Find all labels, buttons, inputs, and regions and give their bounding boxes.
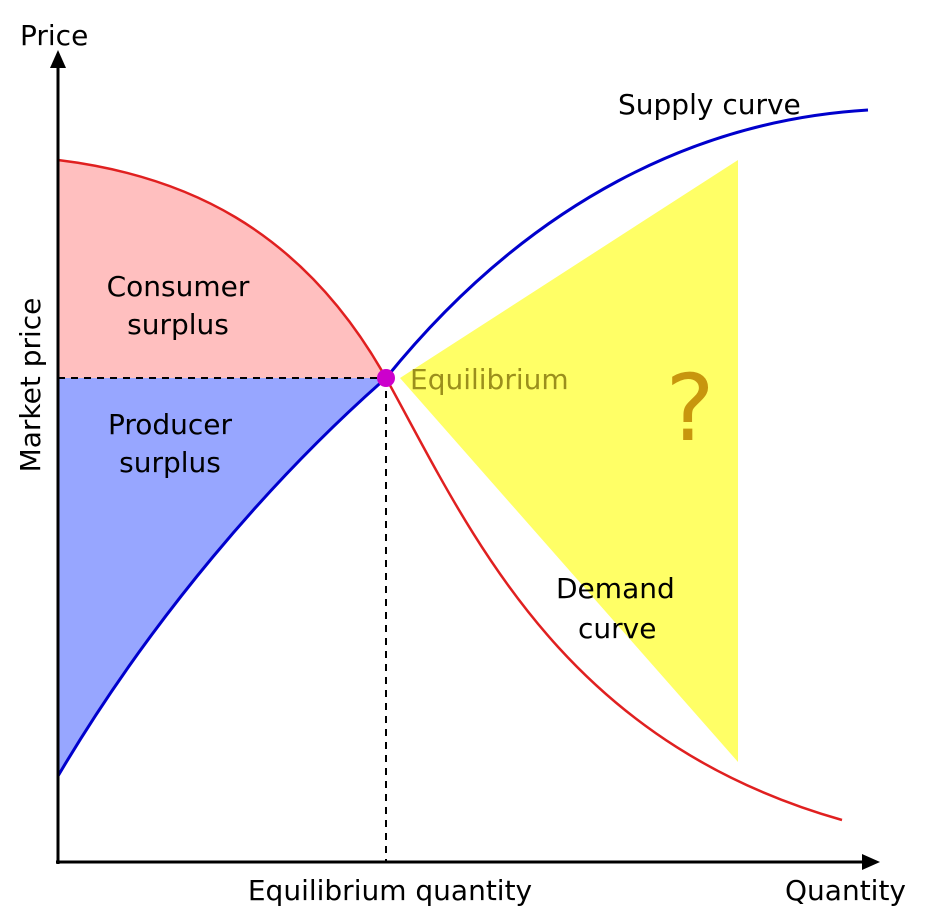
producer-surplus-label-line1: Producer [108, 408, 233, 441]
demand-curve [57, 158, 843, 822]
consumer-surplus-label-line1: Consumer [107, 270, 250, 303]
equilibrium-point [377, 369, 395, 387]
supply-curve-label: Supply curve [618, 88, 801, 121]
x-axis-label: Equilibrium quantity [248, 874, 532, 907]
highlight-triangle [400, 160, 738, 762]
y-axis-title: Price [20, 19, 88, 52]
consumer-surplus-region [58, 160, 386, 378]
question-mark: ? [666, 355, 715, 462]
x-axis-arrow [862, 854, 880, 870]
producer-surplus-region [58, 378, 386, 776]
x-axis-title: Quantity [785, 874, 906, 907]
producer-surplus-label-line2: surplus [119, 446, 221, 479]
y-axis-label: Market price [14, 298, 47, 473]
demand-curve-label-line1: Demand [556, 572, 675, 605]
demand-curve-label-line2: curve [578, 612, 656, 645]
equilibrium-label: Equilibrium [410, 363, 569, 396]
consumer-surplus-label-line2: surplus [127, 308, 229, 341]
y-axis-arrow [50, 50, 66, 68]
